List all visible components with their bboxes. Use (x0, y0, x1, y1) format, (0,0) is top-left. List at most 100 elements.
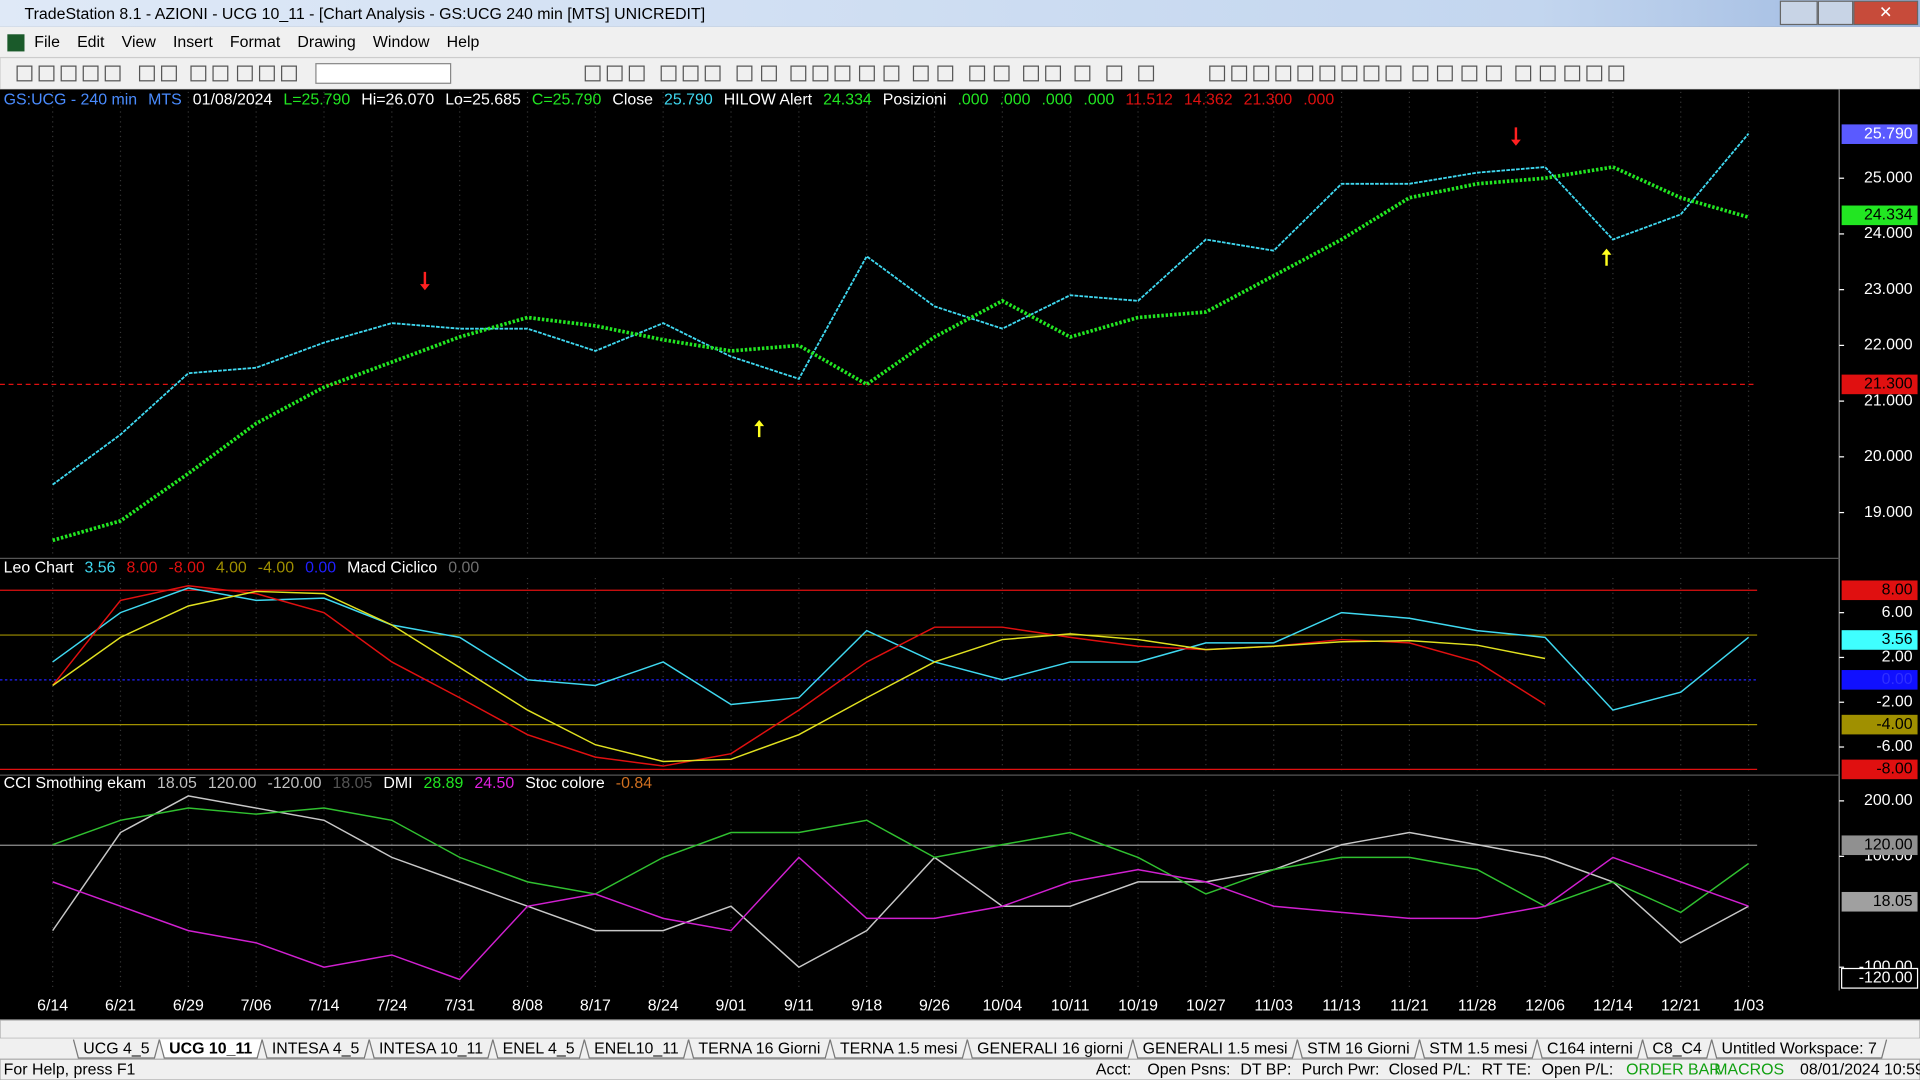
series-line (52, 795, 1749, 969)
menu-item[interactable]: Drawing (297, 34, 355, 51)
toolbar-button[interactable] (104, 65, 121, 82)
toolbar-button[interactable] (16, 65, 33, 82)
toolbar-button[interactable] (161, 65, 177, 82)
toolbar-button[interactable] (1209, 65, 1226, 82)
y-tick-label: 2.00 (1882, 649, 1913, 666)
workspace-tab[interactable]: UCG 10_11 (158, 1039, 263, 1059)
toolbar-button[interactable] (761, 65, 777, 82)
menu-item[interactable]: Help (447, 34, 480, 51)
toolbar-button[interactable] (834, 65, 851, 82)
symbol-combo[interactable] (315, 63, 452, 84)
toolbar-button[interactable] (1539, 65, 1556, 82)
toolbar-button[interactable] (1586, 65, 1603, 82)
toolbar-button[interactable] (258, 65, 275, 82)
workspace-tab[interactable]: TERNA 16 Giorni (687, 1039, 831, 1059)
workspace-tab[interactable]: UCG 4_5 (72, 1039, 160, 1059)
toolbar-button[interactable] (82, 65, 99, 82)
close-button[interactable] (1853, 0, 1919, 26)
toolbar-button[interactable] (812, 65, 829, 82)
workspace-tab[interactable]: INTESA 10_11 (368, 1039, 494, 1059)
level-label: 21.300 (1864, 376, 1913, 393)
toolbar-button[interactable] (1297, 65, 1314, 82)
y-tick-label: 20.000 (1864, 448, 1913, 465)
toolbar-button[interactable] (212, 65, 229, 82)
toolbar-button[interactable] (1363, 65, 1380, 82)
workspace-tab[interactable]: ENEL10_11 (583, 1039, 690, 1059)
toolbar-button[interactable] (858, 65, 875, 82)
status-item: Open P/L: (1542, 1061, 1614, 1078)
workspace-tab[interactable]: ENEL 4_5 (492, 1039, 585, 1059)
menu-item[interactable]: File (34, 34, 60, 51)
toolbar-button[interactable] (1385, 65, 1402, 82)
workspace-tab[interactable]: C164 interni (1536, 1039, 1644, 1059)
menu-item[interactable]: Window (373, 34, 430, 51)
maximize-button[interactable] (1817, 0, 1854, 26)
toolbar-button[interactable] (993, 65, 1010, 82)
workspace-tab[interactable]: STM 1.5 mesi (1418, 1039, 1538, 1059)
indicator-header: .000 (999, 92, 1030, 109)
value-badge (1841, 205, 1918, 226)
toolbar-button[interactable] (790, 65, 807, 82)
toolbar-button[interactable] (969, 65, 986, 82)
toolbar-button[interactable] (606, 65, 623, 82)
toolbar-button[interactable] (1231, 65, 1248, 82)
toolbar-button[interactable] (1275, 65, 1292, 82)
toolbar-button[interactable] (1461, 65, 1478, 82)
toolbar-button[interactable] (236, 65, 253, 82)
workspace-tab[interactable]: GENERALI 1.5 mesi (1132, 1039, 1298, 1059)
tab-shape (492, 1039, 585, 1059)
toolbar-button[interactable] (1412, 65, 1429, 82)
toolbar-button[interactable] (138, 65, 155, 82)
toolbar-button[interactable] (1564, 65, 1581, 82)
level-label: 120.00 (1864, 836, 1913, 853)
menu-item[interactable]: View (122, 34, 157, 51)
toolbar-button[interactable] (628, 65, 645, 82)
x-tick-label: 6/29 (173, 998, 204, 1015)
toolbar-button[interactable] (1106, 65, 1123, 82)
toolbar-button[interactable] (1319, 65, 1336, 82)
toolbar-button[interactable] (1436, 65, 1453, 82)
workspace-tab[interactable]: TERNA 1.5 mesi (829, 1039, 968, 1059)
x-tick-label: 9/11 (784, 998, 814, 1015)
workspace-tab[interactable]: INTESA 4_5 (261, 1039, 370, 1059)
level-badge (1841, 374, 1918, 395)
close-icon: ✕ (1879, 5, 1892, 22)
workspace-tab[interactable]: GENERALI 16 giorni (966, 1039, 1134, 1059)
toolbar-button[interactable] (682, 65, 699, 82)
indicator-header: .000 (1041, 92, 1072, 109)
menu-item[interactable]: Edit (77, 34, 105, 51)
toolbar-button[interactable] (190, 65, 207, 82)
toolbar-button[interactable] (1045, 65, 1062, 82)
toolbar-button[interactable] (1023, 65, 1039, 82)
toolbar-button[interactable] (1515, 65, 1532, 82)
toolbar-button[interactable] (1608, 65, 1625, 82)
x-tick-label: 9/26 (919, 998, 950, 1015)
workspace-tab[interactable]: STM 16 Giorni (1296, 1039, 1421, 1059)
toolbar-button[interactable] (937, 65, 954, 82)
toolbar-button[interactable] (1074, 65, 1091, 82)
scrollbar[interactable] (0, 1019, 1920, 1039)
workspace-tab[interactable]: Untitled Workspace: 7 (1711, 1039, 1888, 1059)
menu-item[interactable]: Insert (173, 34, 213, 51)
toolbar-button[interactable] (883, 65, 900, 82)
toolbar-button[interactable] (60, 65, 77, 82)
indicator-header: DMI (383, 775, 412, 792)
toolbar-button[interactable] (704, 65, 721, 82)
minimize-button[interactable] (1779, 0, 1818, 26)
workspace-tab[interactable]: C8_C4 (1641, 1039, 1713, 1059)
toolbar-button[interactable] (1138, 65, 1155, 82)
toolbar-button[interactable] (1485, 65, 1502, 82)
toolbar-button[interactable] (281, 65, 297, 82)
menu-item[interactable]: Format (230, 34, 281, 51)
x-tick-label: 10/04 (982, 998, 1022, 1015)
toolbar-button[interactable] (1253, 65, 1270, 82)
toolbar-button[interactable] (736, 65, 753, 82)
toolbar-button[interactable] (1341, 65, 1358, 82)
x-tick-label: 10/27 (1186, 998, 1226, 1015)
toolbar-button[interactable] (38, 65, 55, 82)
toolbar-button[interactable] (660, 65, 677, 82)
series-line (52, 856, 1749, 981)
toolbar-button[interactable] (912, 65, 929, 82)
toolbar-button[interactable] (584, 65, 601, 82)
